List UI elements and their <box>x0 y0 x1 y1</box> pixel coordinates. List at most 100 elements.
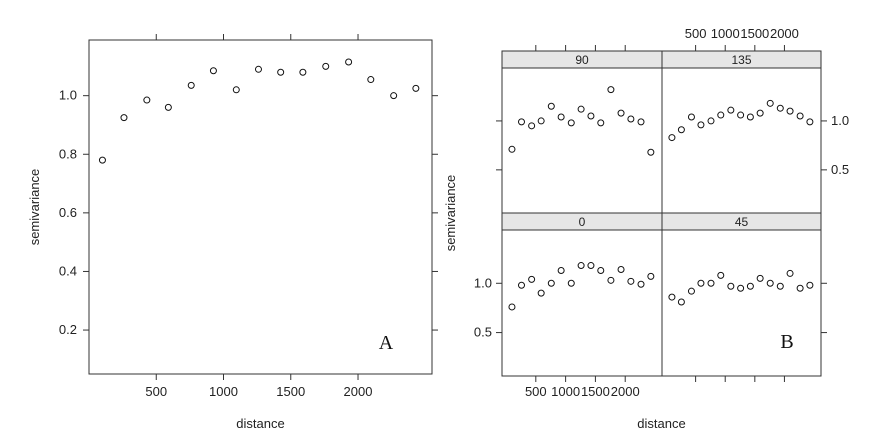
data-point <box>587 262 595 270</box>
x-tick-label: 1500 <box>581 384 610 399</box>
data-point <box>597 266 605 274</box>
data-point <box>537 117 545 125</box>
data-point <box>277 68 285 76</box>
y-axis-title: semivariance <box>443 175 458 252</box>
data-point <box>677 298 685 306</box>
data-point <box>547 279 555 287</box>
y-tick-label: 0.5 <box>474 325 492 340</box>
data-point <box>786 269 794 277</box>
data-point <box>143 96 151 104</box>
data-point <box>164 103 172 111</box>
data-point <box>528 122 536 130</box>
y-axis-title: semivariance <box>27 169 42 246</box>
data-point <box>796 112 804 120</box>
y-tick-label: 0.6 <box>59 205 77 220</box>
x-axis-title: distance <box>637 416 685 431</box>
data-point <box>786 107 794 115</box>
y-tick-label: 0.8 <box>59 146 77 161</box>
x-tick-label-top: 500 <box>685 26 707 41</box>
data-point <box>776 282 784 290</box>
panel-0: 0 <box>501 212 663 311</box>
data-point <box>537 289 545 297</box>
x-tick-label: 500 <box>525 384 547 399</box>
y-tick-label: 1.0 <box>474 275 492 290</box>
data-point <box>717 111 725 119</box>
data-point <box>517 118 525 126</box>
data-point <box>727 106 735 114</box>
data-point <box>637 280 645 288</box>
data-point <box>528 275 536 283</box>
data-point <box>637 118 645 126</box>
panel-45: 45 <box>661 212 822 306</box>
data-point <box>299 68 307 76</box>
data-point <box>517 281 525 289</box>
x-tick-label: 2000 <box>611 384 640 399</box>
data-point <box>796 284 804 292</box>
data-point <box>367 76 375 84</box>
data-point <box>120 114 128 122</box>
data-point <box>322 62 330 70</box>
data-point <box>756 109 764 117</box>
data-point <box>412 84 420 92</box>
data-point <box>577 262 585 270</box>
data-point <box>345 58 353 66</box>
data-point <box>727 282 735 290</box>
data-point <box>617 265 625 273</box>
y-tick-label-right: 0.5 <box>831 162 849 177</box>
data-point <box>737 284 745 292</box>
panel-letter-b: B <box>780 331 793 353</box>
data-point <box>776 104 784 112</box>
data-point <box>617 109 625 117</box>
data-point <box>746 282 754 290</box>
x-tick-label-top: 1000 <box>711 26 740 41</box>
plot-frame <box>88 39 433 375</box>
data-point <box>766 99 774 107</box>
data-point <box>567 119 575 127</box>
strip <box>661 50 822 69</box>
data-point <box>627 277 635 285</box>
data-point <box>756 274 764 282</box>
data-point <box>707 279 715 287</box>
data-point <box>668 293 676 301</box>
data-point <box>187 81 195 89</box>
data-point <box>746 113 754 121</box>
data-point <box>687 287 695 295</box>
data-point <box>687 113 695 121</box>
y-tick-label: 1.0 <box>59 88 77 103</box>
x-tick-label-top: 1500 <box>740 26 769 41</box>
data-point <box>557 266 565 274</box>
data-point <box>98 156 106 164</box>
data-point <box>567 279 575 287</box>
panel-letter-a: A <box>379 332 394 354</box>
data-point <box>627 115 635 123</box>
strip-label: 135 <box>731 53 751 67</box>
data-point <box>587 112 595 120</box>
data-point <box>390 92 398 100</box>
data-point <box>697 279 705 287</box>
data-point <box>697 121 705 129</box>
strip-label: 0 <box>579 215 586 229</box>
data-point <box>717 271 725 279</box>
data-point <box>647 272 655 280</box>
y-tick-label-right: 1.0 <box>831 113 849 128</box>
data-point <box>707 117 715 125</box>
chart-a: 500 1000 1500 2000 0.2 0.4 0.6 0.8 1.0 distance se… <box>27 34 438 431</box>
data-point <box>254 65 262 73</box>
data-point <box>508 145 516 153</box>
data-point <box>577 105 585 113</box>
data-point <box>232 86 240 94</box>
data-point <box>607 86 615 94</box>
x-tick-label: 2000 <box>344 384 373 399</box>
data-point <box>547 102 555 110</box>
data-point <box>766 279 774 287</box>
y-tick-label: 0.4 <box>59 263 77 278</box>
panel-135: 135 <box>661 50 822 142</box>
data-point <box>647 148 655 156</box>
data-point <box>557 113 565 121</box>
data-point <box>508 303 516 311</box>
x-tick-label: 500 <box>145 384 167 399</box>
data-point <box>677 126 685 134</box>
x-tick-label: 1000 <box>209 384 238 399</box>
